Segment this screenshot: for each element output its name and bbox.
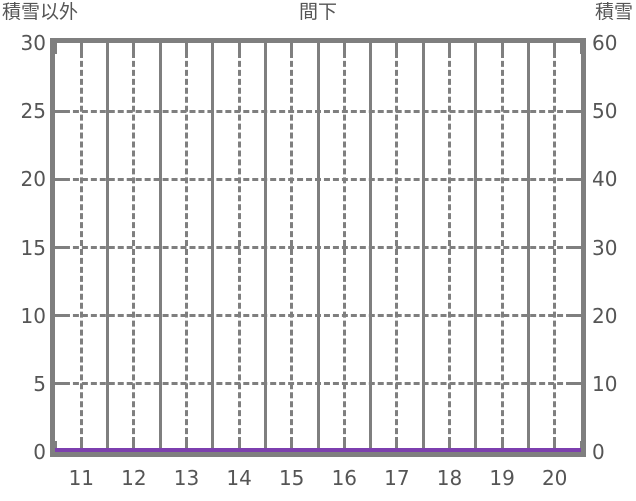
- tick-bottom: [263, 441, 267, 452]
- tick-bottom: [448, 441, 451, 452]
- tick-right: [570, 314, 581, 318]
- tick-bottom: [369, 441, 373, 452]
- x-tick-label: 14: [226, 466, 252, 490]
- tick-bottom: [158, 441, 162, 452]
- plot-inner: [55, 43, 581, 452]
- tick-top: [448, 43, 451, 54]
- tick-top: [316, 43, 320, 54]
- tick-right: [570, 382, 581, 386]
- left-tick-label: 30: [20, 31, 46, 55]
- tick-top: [263, 43, 267, 54]
- tick-top: [55, 43, 57, 54]
- left-axis-title: 積雪以外: [2, 1, 79, 23]
- left-tick-label: 25: [20, 99, 46, 124]
- x-tick-label: 18: [436, 466, 463, 490]
- right-tick-label: 20: [592, 303, 618, 328]
- tick-top: [500, 43, 504, 54]
- tick-left: [55, 314, 66, 318]
- right-axis-title: 積雪: [594, 1, 633, 23]
- tick-bottom: [553, 441, 557, 452]
- left-tick-label: 20: [20, 167, 46, 192]
- tick-top: [106, 43, 110, 54]
- series-line-積雪: [55, 448, 581, 452]
- tick-top: [342, 43, 346, 54]
- x-tick-label: 19: [489, 466, 515, 490]
- tick-top: [526, 43, 530, 54]
- tick-top: [211, 43, 215, 54]
- right-tick-label: 60: [592, 31, 618, 55]
- tick-top: [132, 43, 136, 54]
- right-tick-label: 30: [592, 235, 618, 260]
- tick-bottom: [579, 441, 581, 452]
- tick-bottom: [474, 441, 478, 452]
- right-tick-label: 40: [592, 167, 618, 192]
- tick-top: [369, 43, 373, 54]
- gridline-horizontal: [55, 177, 581, 181]
- tick-right: [570, 246, 581, 249]
- tick-top: [290, 43, 294, 54]
- tick-top: [395, 43, 399, 54]
- right-tick-label: 10: [592, 371, 618, 396]
- tick-left: [55, 246, 66, 249]
- gridline-horizontal: [55, 246, 581, 249]
- tick-bottom: [290, 441, 294, 452]
- tick-top: [185, 43, 188, 54]
- x-tick-label: 20: [541, 466, 568, 490]
- tick-left: [55, 382, 66, 386]
- left-tick-label: 10: [20, 303, 46, 328]
- tick-bottom: [211, 441, 215, 452]
- tick-bottom: [55, 441, 57, 452]
- chart-title: 間下: [298, 1, 337, 23]
- tick-right: [570, 109, 581, 113]
- tick-bottom: [421, 441, 425, 452]
- tick-bottom: [342, 441, 346, 452]
- tick-top: [474, 43, 478, 54]
- gridline-horizontal: [55, 109, 581, 113]
- tick-bottom: [237, 441, 241, 452]
- x-tick-label: 11: [68, 466, 95, 490]
- tick-top: [579, 43, 581, 54]
- x-tick-label: 13: [173, 466, 200, 490]
- right-tick-label: 50: [592, 99, 618, 124]
- gridline-horizontal: [55, 382, 581, 386]
- tick-bottom: [132, 441, 136, 452]
- tick-bottom: [185, 441, 188, 452]
- tick-bottom: [526, 441, 530, 452]
- x-tick-label: 16: [331, 466, 358, 490]
- tick-bottom: [106, 441, 110, 452]
- x-tick-label: 17: [384, 466, 410, 490]
- tick-top: [158, 43, 162, 54]
- tick-left: [55, 109, 66, 113]
- plot-area: [50, 38, 586, 457]
- tick-top: [553, 43, 557, 54]
- x-tick-label: 12: [121, 466, 147, 490]
- left-tick-label: 15: [20, 235, 46, 260]
- right-tick-label: 0: [592, 440, 605, 464]
- tick-bottom: [500, 441, 504, 452]
- tick-top: [421, 43, 425, 54]
- tick-bottom: [395, 441, 399, 452]
- tick-left: [55, 177, 66, 181]
- tick-top: [79, 43, 83, 54]
- tick-bottom: [79, 441, 83, 452]
- tick-bottom: [316, 441, 320, 452]
- x-tick-label: 15: [278, 466, 305, 490]
- left-tick-label: 5: [33, 371, 46, 396]
- tick-top: [237, 43, 241, 54]
- left-tick-label: 0: [33, 440, 46, 464]
- gridline-horizontal: [55, 314, 581, 318]
- tick-right: [570, 177, 581, 181]
